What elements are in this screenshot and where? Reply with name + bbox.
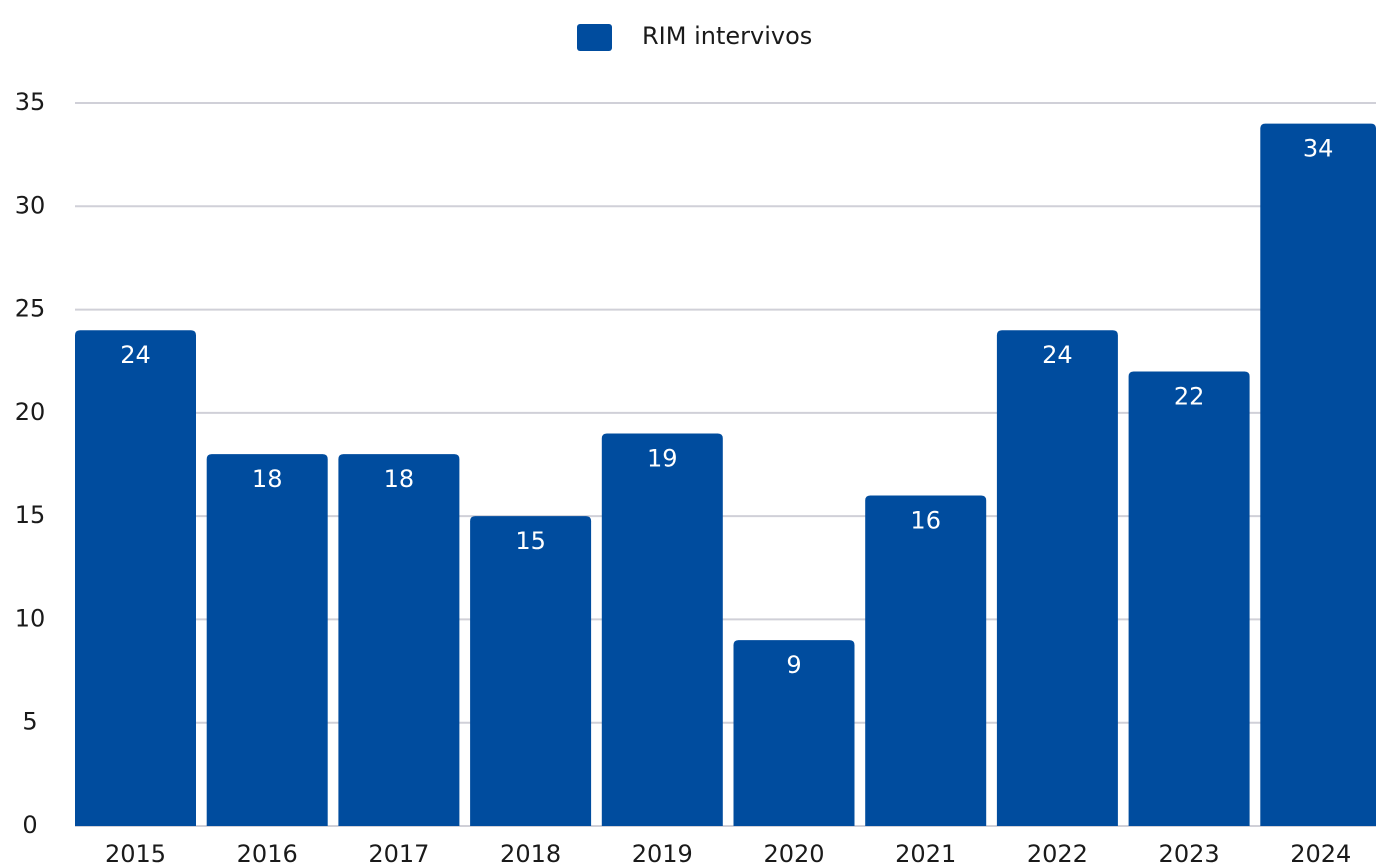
legend-label: RIM intervivos (642, 22, 812, 50)
data-label: 16 (910, 506, 941, 534)
data-label: 15 (515, 527, 546, 555)
x-tick-label: 2021 (895, 840, 956, 868)
bar (733, 640, 855, 826)
y-tick-label: 5 (22, 708, 37, 736)
x-tick-label: 2016 (237, 840, 298, 868)
bar (338, 454, 460, 826)
y-tick-label: 35 (15, 88, 46, 116)
y-tick-label: 20 (15, 398, 46, 426)
data-label: 24 (120, 341, 151, 369)
data-label: 22 (1174, 383, 1205, 411)
bar (206, 454, 328, 826)
x-tick-label: 2022 (1027, 840, 1088, 868)
data-label: 18 (252, 465, 283, 493)
x-tick-label: 2020 (763, 840, 824, 868)
x-tick-label: 2024 (1290, 840, 1351, 868)
y-tick-label: 0 (22, 811, 37, 839)
data-label: 24 (1042, 341, 1073, 369)
y-tick-label: 25 (15, 295, 46, 323)
legend: RIM intervivos (577, 22, 812, 51)
data-label: 34 (1303, 135, 1334, 163)
bar (865, 495, 987, 826)
x-tick-label: 2017 (368, 840, 429, 868)
legend-swatch (577, 24, 612, 51)
bar (996, 330, 1118, 826)
y-tick-label: 15 (15, 501, 46, 529)
bar (1260, 123, 1376, 826)
x-tick-label: 2018 (500, 840, 561, 868)
data-label: 19 (647, 445, 678, 473)
x-tick-label: 2023 (1159, 840, 1220, 868)
bar (75, 330, 196, 826)
y-tick-label: 30 (15, 191, 46, 219)
data-label: 9 (786, 651, 801, 679)
x-tick-label: 2015 (105, 840, 166, 868)
y-tick-label: 10 (15, 604, 46, 632)
x-tick-label: 2019 (632, 840, 693, 868)
bar (470, 516, 592, 826)
data-label: 18 (384, 465, 415, 493)
bar (601, 433, 723, 826)
bar (1128, 371, 1250, 826)
